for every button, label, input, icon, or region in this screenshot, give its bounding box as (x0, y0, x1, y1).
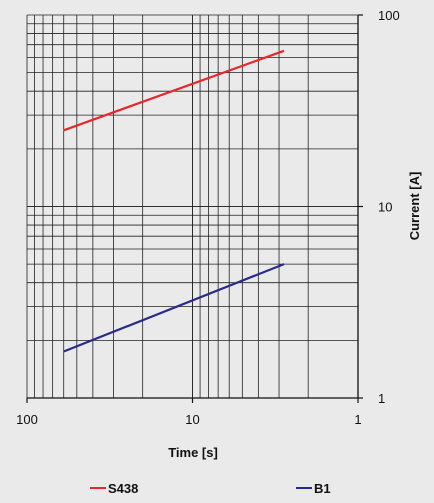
x-axis-label: Time [s] (168, 445, 218, 460)
y-tick-label: 10 (378, 200, 392, 215)
chart-legend: S438 B1 (90, 481, 331, 496)
x-tick-label: 100 (16, 412, 38, 427)
chart-tick-labels: 100 10 1 100 10 1 (16, 8, 400, 427)
y-tick-label: 100 (378, 8, 400, 23)
y-axis-label: Current [A] (407, 172, 422, 241)
legend-label-b1: B1 (314, 481, 331, 496)
chart-grid (26, 14, 359, 399)
y-tick-label: 1 (378, 391, 385, 406)
series-line-b1 (63, 263, 285, 353)
chart-axes (26, 14, 363, 403)
x-tick-label: 10 (185, 412, 199, 427)
legend-label-s438: S438 (108, 481, 138, 496)
x-tick-label: 1 (354, 412, 361, 427)
series-line-s438 (63, 49, 285, 132)
chart-series (63, 49, 285, 353)
